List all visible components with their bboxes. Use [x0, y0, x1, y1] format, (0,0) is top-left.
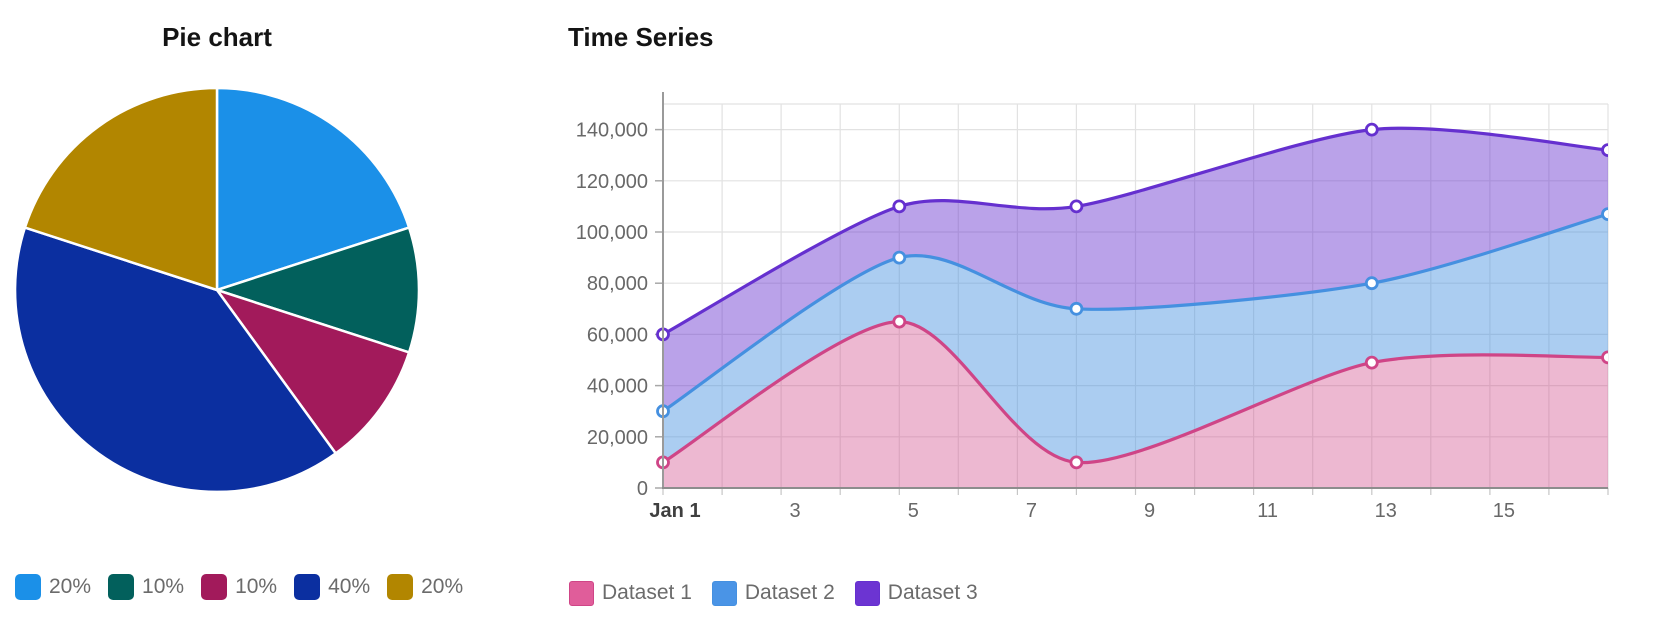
legend-label: 10%	[142, 575, 185, 598]
legend-swatch	[854, 580, 880, 606]
ts-legend-item-dataset-1[interactable]: Dataset 1	[569, 580, 692, 606]
pie-legend-item-10%[interactable]: 10%	[201, 574, 277, 600]
legend-label: 10%	[235, 575, 278, 598]
y-tick-label: 120,000	[576, 171, 648, 193]
pie-chart[interactable]	[8, 84, 428, 500]
x-tick-label: 3	[790, 500, 801, 520]
y-tick-label: 100,000	[576, 222, 648, 244]
data-point-dataset-2[interactable]	[1364, 276, 1379, 291]
legend-swatch	[569, 580, 594, 606]
data-point-dataset-3[interactable]	[1601, 143, 1614, 157]
data-point-dataset-1[interactable]	[1069, 455, 1084, 470]
time-series-legend: Dataset 1 Dataset 2 Dataset 3	[569, 580, 978, 606]
y-tick-label: 40,000	[587, 376, 648, 398]
pie-legend: 20% 10% 10% 40% 20%	[15, 574, 463, 600]
ts-legend-item-dataset-2[interactable]: Dataset 2	[711, 580, 835, 606]
y-tick-label: 20,000	[587, 427, 648, 449]
pie-slice-3-10%[interactable]	[215, 288, 411, 455]
pie-legend-item-20%[interactable]: 20%	[15, 574, 91, 600]
x-tick-label: 7	[1026, 500, 1037, 520]
data-point-dataset-2[interactable]	[1601, 207, 1614, 221]
data-point-dataset-3[interactable]	[892, 199, 907, 214]
data-point-dataset-1[interactable]	[892, 314, 907, 329]
pie-chart-title: Pie chart	[162, 22, 272, 52]
data-point-dataset-3[interactable]	[1069, 199, 1084, 214]
legend-label: 20%	[421, 575, 464, 598]
pie-slice-4-40%[interactable]	[13, 226, 337, 494]
x-tick-label: 13	[1375, 500, 1397, 520]
x-tick-label: 5	[908, 500, 919, 520]
pie-slice-1-20%[interactable]	[215, 86, 411, 292]
legend-label: 20%	[49, 575, 92, 598]
time-series-title: Time Series	[568, 22, 714, 52]
legend-label: Dataset 2	[744, 581, 835, 604]
data-point-dataset-2[interactable]	[892, 250, 907, 265]
data-point-dataset-1[interactable]	[1364, 355, 1379, 370]
ts-legend-item-dataset-3[interactable]: Dataset 3	[854, 580, 978, 606]
data-point-dataset-2[interactable]	[1069, 301, 1084, 316]
legend-label: 40%	[328, 575, 371, 598]
axis-labels: 0 20,000 40,000 60,000 80,000 100,000 120,000 1…	[576, 120, 1515, 520]
legend-swatch	[711, 580, 737, 606]
data-point-dataset-1[interactable]	[1601, 350, 1614, 365]
legend-swatch	[15, 574, 41, 600]
x-tick-label: 15	[1493, 500, 1515, 520]
legend-label: Dataset 3	[887, 581, 978, 604]
legend-swatch	[108, 574, 135, 600]
x-tick-label: 11	[1257, 500, 1278, 520]
area-dataset-3	[663, 128, 1608, 412]
legend-swatch	[201, 574, 228, 600]
pie-slice-2-10%[interactable]	[215, 226, 421, 354]
pie-legend-item-40%[interactable]: 40%	[294, 574, 370, 600]
pie-legend-item-10%[interactable]: 10%	[108, 574, 184, 600]
y-tick-label: 80,000	[587, 273, 648, 295]
x-tick-label: 9	[1144, 500, 1155, 520]
pie-slice-5-20%[interactable]	[23, 86, 219, 292]
legend-label: Dataset 1	[602, 581, 692, 604]
time-series-chart[interactable]: 0 20,000 40,000 60,000 80,000 100,000 120,000 1…	[560, 80, 1672, 520]
legend-swatch	[294, 574, 321, 600]
x-tick-label: Jan 1	[649, 500, 700, 520]
y-tick-label: 60,000	[587, 324, 648, 346]
pie-legend-item-20%[interactable]: 20%	[387, 574, 463, 600]
data-point-dataset-3[interactable]	[1364, 122, 1379, 137]
legend-swatch	[387, 574, 414, 600]
y-tick-label: 0	[637, 478, 648, 500]
area-dataset-2	[663, 214, 1608, 463]
y-tick-label: 140,000	[576, 120, 648, 142]
plot-area[interactable]	[656, 122, 1614, 488]
